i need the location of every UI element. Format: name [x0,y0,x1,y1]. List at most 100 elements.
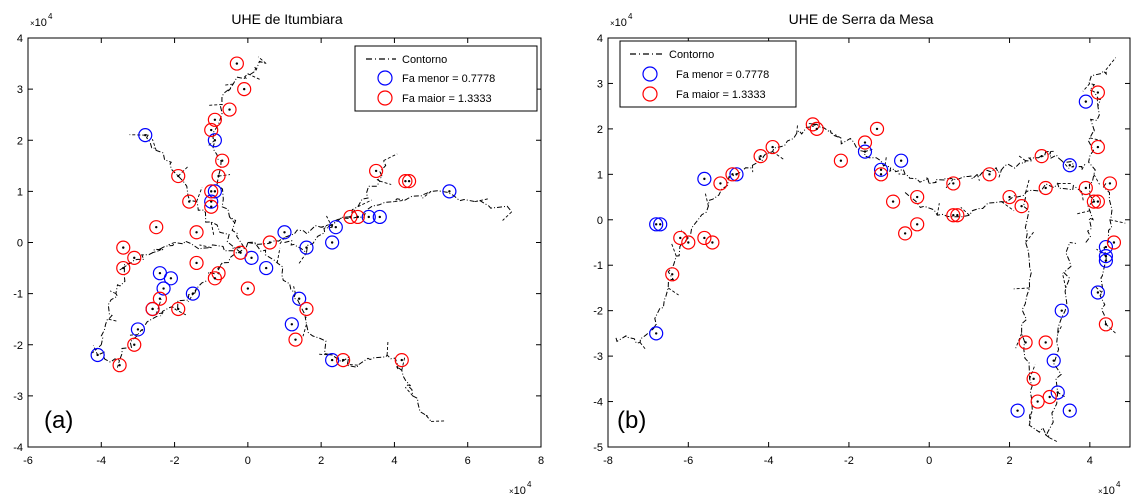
contour-line-a [212,60,267,248]
y-tick-label-a: 2 [17,135,23,147]
marker-center-b [1036,400,1039,403]
marker-center-b [1016,409,1019,412]
marker-center-a [210,205,213,208]
marker-blue-b [857,144,873,159]
marker-red-b [697,230,712,246]
marker-red-a [112,358,127,373]
marker-center-b [1096,291,1100,294]
marker-red-b [910,217,925,232]
marker-blue-a [325,235,340,250]
marker-red-b [805,117,820,132]
contour-branch-a [502,211,512,221]
contour-branch-b [1105,57,1117,71]
marker-red-a [237,82,252,97]
marker-blue-b [1098,249,1114,264]
contour-branch-b [704,193,709,207]
marker-red-a [189,255,204,271]
x-tick-label-a: 6 [465,455,471,467]
marker-blue-a [152,266,168,281]
marker-blue-a [325,352,340,368]
marker-blue-b [873,162,889,177]
marker-center-b [1068,164,1071,167]
marker-center-b [703,236,706,240]
marker-center-b [952,214,955,217]
axis-multiplier-b: ×10 4 ×10 4 [610,12,1121,497]
contour-branch-a [379,180,392,185]
marker-red-b [1106,235,1122,250]
y-tick-label-b: -5 [593,442,603,454]
chart-title-a: UHE de Itumbiara [231,11,342,27]
marker-center-b [759,154,762,158]
y-tick-label-a: -2 [13,340,23,352]
contour-branch-b [667,287,679,296]
axis-multiplier-a: ×10 4 ×10 4 [30,12,532,497]
y-multiplier-exp-b: 4 [628,12,633,21]
marker-red-a [233,245,248,260]
marker-center-a [195,261,198,265]
marker-center-b [879,173,883,176]
marker-center-a [341,358,345,362]
marker-center-b [863,141,867,144]
marker-red-a [171,301,186,317]
marker-red-a [204,122,219,138]
contour-branch-b [1001,201,1015,212]
marker-red-b [1042,389,1057,405]
legend-label-menor-b: Fa menor = 0.7778 [676,69,769,81]
marker-center-a [294,338,297,341]
marker-blue-b [1050,385,1065,400]
marker-center-a [158,271,162,275]
marker-red-a [240,281,255,296]
contour-branch-b [671,243,677,257]
contour-branch-a [151,139,157,151]
marker-red-a [207,271,222,286]
marker-center-a [374,169,378,173]
marker-center-b [1040,154,1043,158]
x-tick-label-b: 0 [926,455,932,467]
contour-branch-a [386,341,389,356]
marker-center-a [246,287,250,290]
marker-center-a [228,108,231,111]
marker-red-a [299,301,314,317]
marker-center-a [221,159,224,162]
marker-blue-b [1054,303,1069,318]
marker-blue-b [1046,353,1061,368]
marker-red-b [946,208,961,223]
contour-branch-b [926,177,930,184]
contour-branch-b [1109,219,1126,224]
marker-center-a [151,307,154,311]
contour-branch-a [401,357,406,371]
marker-blue-b [1090,285,1105,300]
marker-center-b [1104,323,1108,326]
marker-center-b [731,173,734,176]
y-tick-label-b: -3 [593,351,603,363]
marker-red-b [1086,194,1101,209]
marker-center-a [404,179,407,183]
marker-blue-a [138,128,153,143]
x-tick-label-b: -4 [764,455,774,467]
x-tick-label-a: -2 [170,455,180,467]
marker-blue-a [372,209,387,225]
contour-branch-a [196,187,203,202]
marker-center-b [891,200,895,203]
legend-label-menor-a: Fa menor = 0.7778 [402,73,495,85]
marker-center-a [367,215,370,219]
marker-center-a [133,256,136,260]
contour-branch-b [1094,285,1103,293]
contour-branch-a [229,216,236,224]
marker-blue-b [1062,158,1077,173]
marker-center-a [213,139,217,142]
contour-branch-b [1015,333,1023,349]
contour-branch-a [168,242,175,246]
legend-blue-marker-b [642,66,658,82]
marker-blue-a [130,322,146,337]
marker-center-b [915,223,919,226]
marker-blue-b [894,153,909,168]
y-tick-label-b: 4 [597,33,603,45]
marker-red-a [336,352,351,368]
marker-center-a [213,277,217,280]
y-multiplier-exp-a: 4 [48,12,53,21]
marker-center-a [268,241,272,244]
marker-center-a [136,328,140,331]
marker-center-b [719,182,722,185]
marker-red-a [127,250,142,265]
